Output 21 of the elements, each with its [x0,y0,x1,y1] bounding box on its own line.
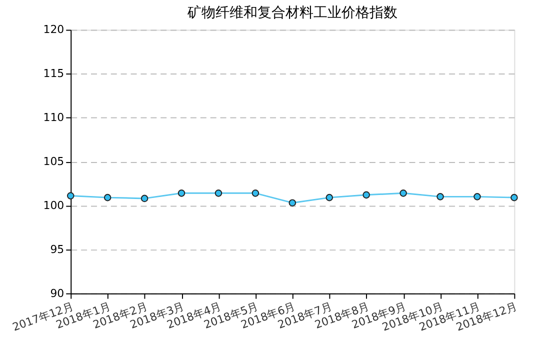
point [362,191,370,199]
y-tick-label: 110 [43,111,64,124]
y-tick-label: 90 [50,286,64,300]
y-tick-label: 95 [50,242,64,256]
chart-title: 矿物纤维和复合材料工业价格指数 [186,4,398,21]
point [288,199,296,206]
point [66,192,74,200]
point [104,194,112,202]
point [252,190,260,197]
y-tick-label: 100 [43,198,64,212]
point [400,190,407,197]
point [474,193,481,200]
point [510,194,518,202]
y-tick-label: 115 [43,67,64,80]
point [214,190,222,197]
point [326,194,334,202]
y-tick-label: 120 [43,23,64,36]
point [140,194,148,202]
point [178,190,186,197]
point [436,193,444,200]
y-tick-label: 105 [43,155,64,168]
